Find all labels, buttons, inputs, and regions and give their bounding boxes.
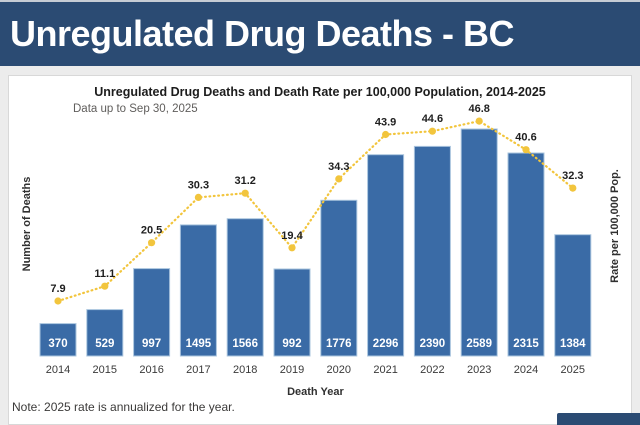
bar-2019[interactable] [273, 268, 311, 357]
rate-label-2025: 32.3 [562, 170, 583, 182]
rate-marker-2025[interactable] [569, 184, 577, 192]
rate-marker-2024[interactable] [522, 146, 530, 154]
rate-label-2020: 34.3 [328, 161, 349, 173]
bar-2016[interactable] [133, 268, 171, 357]
rate-marker-2018[interactable] [241, 189, 249, 197]
x-tick-2021: 2021 [373, 364, 397, 376]
bar-value-label-2018: 1566 [232, 338, 258, 350]
rate-marker-2015[interactable] [101, 282, 109, 290]
rate-marker-2021[interactable] [382, 130, 390, 139]
chart-plot-area: 370 2014 529 2015 997 2016 1495 2017 1566 2018 992… [9, 96, 631, 408]
rate-label-2014: 7.9 [50, 283, 65, 295]
bar-value-label-2014: 370 [48, 338, 67, 350]
x-axis-title: Death Year [287, 386, 344, 398]
bar-value-label-2017: 1495 [186, 338, 212, 350]
rate-marker-2017[interactable] [194, 193, 202, 201]
x-tick-2023: 2023 [467, 364, 491, 376]
bar-value-label-2016: 997 [142, 338, 161, 350]
x-tick-2018: 2018 [233, 364, 257, 376]
bar-value-label-2025: 1384 [560, 338, 586, 350]
x-tick-2019: 2019 [280, 364, 304, 376]
x-tick-2020: 2020 [327, 364, 351, 376]
bar-2018[interactable] [226, 218, 264, 357]
y-axis-title-left: Number of Deaths [21, 177, 33, 272]
x-tick-2022: 2022 [420, 364, 444, 376]
rate-marker-2023[interactable] [475, 117, 483, 125]
bar-2025[interactable] [554, 234, 592, 357]
chart-footnote: Note: 2025 rate is annualized for the ye… [12, 400, 235, 414]
bar-2021[interactable] [367, 154, 405, 357]
bar-2022[interactable] [413, 145, 451, 357]
bar-2014[interactable] [39, 323, 77, 357]
rate-label-2023: 46.8 [468, 103, 489, 115]
bar-value-label-2020: 1776 [326, 338, 352, 350]
bar-2020[interactable] [320, 199, 358, 357]
rate-label-2017: 30.3 [188, 179, 209, 191]
bottom-right-panel [557, 413, 640, 425]
bar-value-label-2015: 529 [95, 338, 114, 350]
x-tick-2014: 2014 [46, 364, 70, 376]
bar-2015[interactable] [86, 309, 124, 357]
bar-value-label-2023: 2589 [466, 338, 492, 350]
rate-label-2019: 19.4 [281, 230, 303, 242]
rate-marker-2022[interactable] [428, 127, 436, 135]
rate-label-2015: 11.1 [94, 268, 115, 280]
app-header-banner: Unregulated Drug Deaths - BC [0, 0, 640, 66]
x-tick-2017: 2017 [186, 364, 210, 376]
bar-2023[interactable] [460, 128, 498, 357]
rate-marker-2019[interactable] [288, 244, 296, 252]
rate-label-2022: 44.6 [422, 113, 443, 125]
rate-label-2018: 31.2 [234, 175, 255, 187]
bar-2024[interactable] [507, 152, 545, 357]
rate-label-2016: 20.5 [141, 225, 162, 237]
rate-line [56, 119, 574, 303]
rate-label-2024: 40.6 [515, 132, 536, 144]
chart-card: Unregulated Drug Deaths and Death Rate p… [8, 75, 632, 425]
bar-value-label-2019: 992 [282, 338, 301, 350]
bar-value-label-2022: 2390 [420, 338, 446, 350]
x-tick-2025: 2025 [561, 364, 585, 376]
x-tick-2015: 2015 [93, 364, 117, 376]
bar-value-label-2024: 2315 [513, 338, 539, 350]
x-tick-2024: 2024 [514, 364, 538, 376]
rate-marker-2016[interactable] [148, 239, 156, 247]
bar-2017[interactable] [179, 224, 217, 357]
chart-canvas: 370 2014 529 2015 997 2016 1495 2017 1566 2018 992… [21, 103, 621, 398]
rate-marker-2020[interactable] [335, 175, 343, 183]
y-axis-title-right: Rate per 100,000 Pop. [609, 169, 621, 283]
page-title: Unregulated Drug Deaths - BC [10, 13, 515, 54]
rate-label-2021: 43.9 [375, 117, 396, 129]
chart-subtitle: Data up to Sep 30, 2025 [73, 103, 198, 115]
x-tick-2016: 2016 [139, 364, 163, 376]
chart-title: Unregulated Drug Deaths and Death Rate p… [94, 85, 546, 99]
bar-value-label-2021: 2296 [373, 338, 399, 350]
rate-marker-2014[interactable] [54, 297, 62, 305]
